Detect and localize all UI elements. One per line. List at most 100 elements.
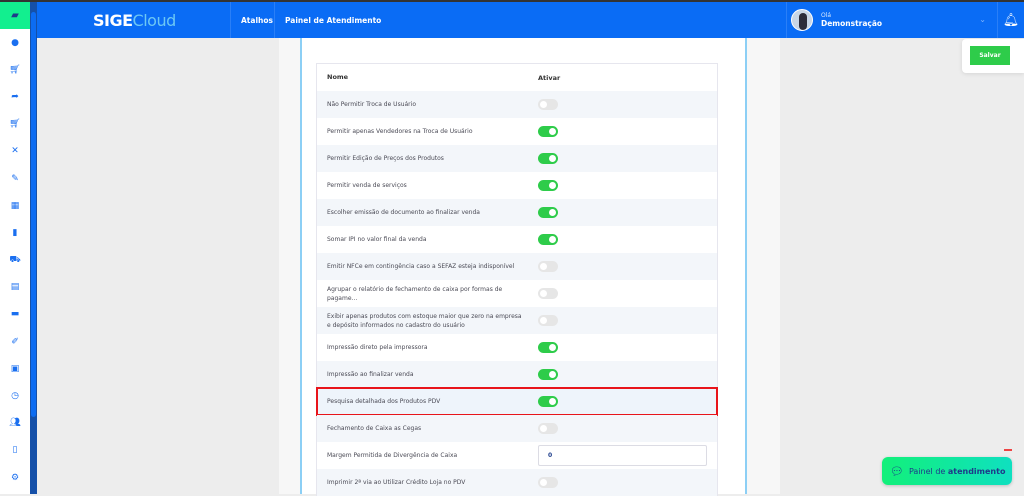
toggle-switch[interactable] [538,261,558,272]
sidebar: ▰ ● 🛒︎ ➦ 🛒︎ ✕ ✎ ▦ ▮ ⛟ ▤ ▬ ✐ ▣ ◷ 👥︎ ▯ ⚙ [0,2,30,494]
toggle-switch[interactable] [538,396,558,407]
margin-input[interactable] [538,445,707,466]
logo-text: SIGE [93,11,133,30]
setting-control [538,234,558,245]
column-header-active: Ativar [538,73,561,82]
avatar [791,9,813,31]
table-row: Permitir venda de serviços [317,172,717,199]
setting-label: Não Permitir Troca de Usuário [327,101,416,108]
setting-label: Impressão ao finalizar venda [327,371,414,378]
logo-accent: Cloud [132,11,177,30]
toggle-switch[interactable] [538,369,558,380]
truck-icon[interactable]: ⛟ [9,254,21,265]
setting-label: Permitir venda de serviços [327,182,407,189]
chat-icon: 💬︎ [890,464,904,478]
chat-widget-button[interactable]: 💬︎ Painel de atendimento [882,457,1012,485]
setting-label: Fechamento de Caixa as Cegas [327,425,422,432]
save-panel: Salvar [962,39,1024,73]
setting-label: Exibir apenas produtos com estoque maior… [327,312,522,329]
table-row: Impressão ao finalizar venda [317,361,717,388]
window-top-border [0,0,1024,2]
nav-painel-atendimento[interactable]: Painel de Atendimento [274,2,391,38]
setting-label: Permitir Edição de Preços dos Produtos [327,155,444,162]
monitor-icon[interactable]: ▣ [10,363,20,374]
setting-control [538,207,558,218]
scrollbar-thumb[interactable] [31,12,36,417]
setting-control [538,396,558,407]
save-button[interactable]: Salvar [970,46,1010,65]
minimize-indicator[interactable] [1004,449,1012,451]
setting-control [538,261,558,272]
buildings-icon[interactable]: ▮ [12,227,18,238]
toggle-switch[interactable] [538,207,558,218]
tools-icon[interactable]: ✕ [11,146,19,157]
setting-label: Imprimir 2ª via ao Utilizar Crédito Loja… [327,479,466,486]
setting-control [538,369,558,380]
table-row: Fechamento de Caixa as Cegas [317,415,717,442]
setting-label: Pesquisa detalhada dos Produtos PDV [327,398,441,405]
toggle-switch[interactable] [538,126,558,137]
toggle-switch[interactable] [538,180,558,191]
toggle-switch[interactable] [538,234,558,245]
user-name: Demonstração [821,19,883,28]
setting-control [538,445,707,466]
share-icon[interactable]: ➦ [11,91,19,102]
report-icon[interactable]: ▯ [12,445,18,456]
store-icon[interactable]: ▤ [10,282,20,293]
setting-control [538,180,558,191]
cart-icon[interactable]: 🛒︎ [9,64,21,75]
table-row: Permitir Edição de Preços dos Produtos [317,145,717,172]
table-header: Nome Ativar [317,64,717,91]
bell-icon[interactable]: 🔔︎ [997,2,1024,38]
setting-label: Permitir apenas Vendedores na Troca de U… [327,128,473,135]
boxes-icon[interactable]: ▦ [10,200,20,211]
table-row: Impressão direto pela impressora [317,334,717,361]
setting-label: Escolher emissão de documento ao finaliz… [327,209,480,216]
clock-icon[interactable]: ◷ [11,391,19,402]
setting-control [538,126,558,137]
cart-icon[interactable]: 🛒︎ [9,119,21,130]
setting-label: Emitir NFCe em contingência caso a SEFAZ… [327,263,515,270]
pen-icon[interactable]: ✐ [11,336,19,347]
table-row: Imprimir 2ª via ao Utilizar Crédito Loja… [317,469,717,496]
setting-label: Impressão direto pela impressora [327,344,428,351]
table-row: Exibir apenas produtos com estoque maior… [317,307,717,334]
toggle-switch[interactable] [538,288,558,299]
table-row: Escolher emissão de documento ao finaliz… [317,199,717,226]
table-row: Agrupar o relatório de fechamento de cai… [317,280,717,307]
table-row: Permitir apenas Vendedores na Troca de U… [317,118,717,145]
column-header-name: Nome [327,73,349,81]
chevron-down-icon[interactable]: ⌄ [979,15,986,24]
toggle-switch[interactable] [538,423,558,434]
setting-control [538,342,558,353]
setting-control [538,315,558,326]
edit-document-icon[interactable]: ✎ [11,173,19,184]
setting-control [538,99,558,110]
setting-control [538,477,558,488]
chat-label: Painel de [908,466,948,476]
setting-control [538,153,558,164]
setting-label: Agrupar o relatório de fechamento de cai… [327,285,503,302]
users-icon[interactable]: 👥︎ [9,418,21,429]
toggle-switch[interactable] [538,342,558,353]
toggle-switch[interactable] [538,153,558,164]
table-row: Emitir NFCe em contingência caso a SEFAZ… [317,253,717,280]
chat-icon[interactable]: ▰ [0,2,30,29]
user-menu[interactable]: Olá Demonstração ⌄ [786,2,996,38]
dollar-icon[interactable]: ● [11,37,19,48]
logo[interactable]: SIGECloud [93,11,176,30]
nav-atalhos[interactable]: Atalhos [230,2,283,38]
car-icon[interactable]: ▬ [10,309,20,320]
setting-label: Somar IPI no valor final da venda [327,236,427,243]
settings-table: Nome Ativar Não Permitir Troca de Usuári… [316,63,718,496]
toggle-switch[interactable] [538,315,558,326]
toggle-switch[interactable] [538,477,558,488]
sidebar-scrollbar[interactable] [30,2,37,494]
gear-icon[interactable]: ⚙ [10,472,20,483]
table-row: Margem Permitida de Divergência de Caixa [317,442,717,469]
setting-control [538,423,558,434]
greeting: Olá [821,12,832,19]
toggle-switch[interactable] [538,99,558,110]
table-row: Pesquisa detalhada dos Produtos PDV [316,387,718,416]
setting-control [538,288,558,299]
